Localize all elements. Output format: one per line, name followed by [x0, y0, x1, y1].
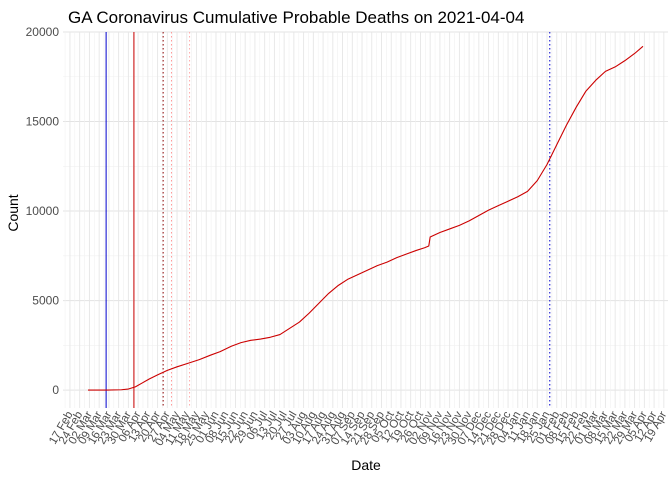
y-tick-label: 5000 [32, 294, 59, 308]
x-axis-title: Date [351, 457, 381, 473]
y-tick-label: 10000 [26, 204, 60, 218]
y-tick-label: 15000 [26, 115, 60, 129]
y-axis: 0 5000 10000 15000 20000 [26, 25, 60, 397]
y-tick-label: 20000 [26, 25, 60, 39]
grid [63, 31, 668, 408]
y-tick-label: 0 [52, 383, 59, 397]
series-line [88, 45, 644, 391]
y-axis-title: Count [5, 194, 21, 231]
chart-title: GA Coronavirus Cumulative Probable Death… [68, 8, 524, 27]
series-layer [88, 45, 644, 391]
reference-lines [105, 32, 551, 408]
